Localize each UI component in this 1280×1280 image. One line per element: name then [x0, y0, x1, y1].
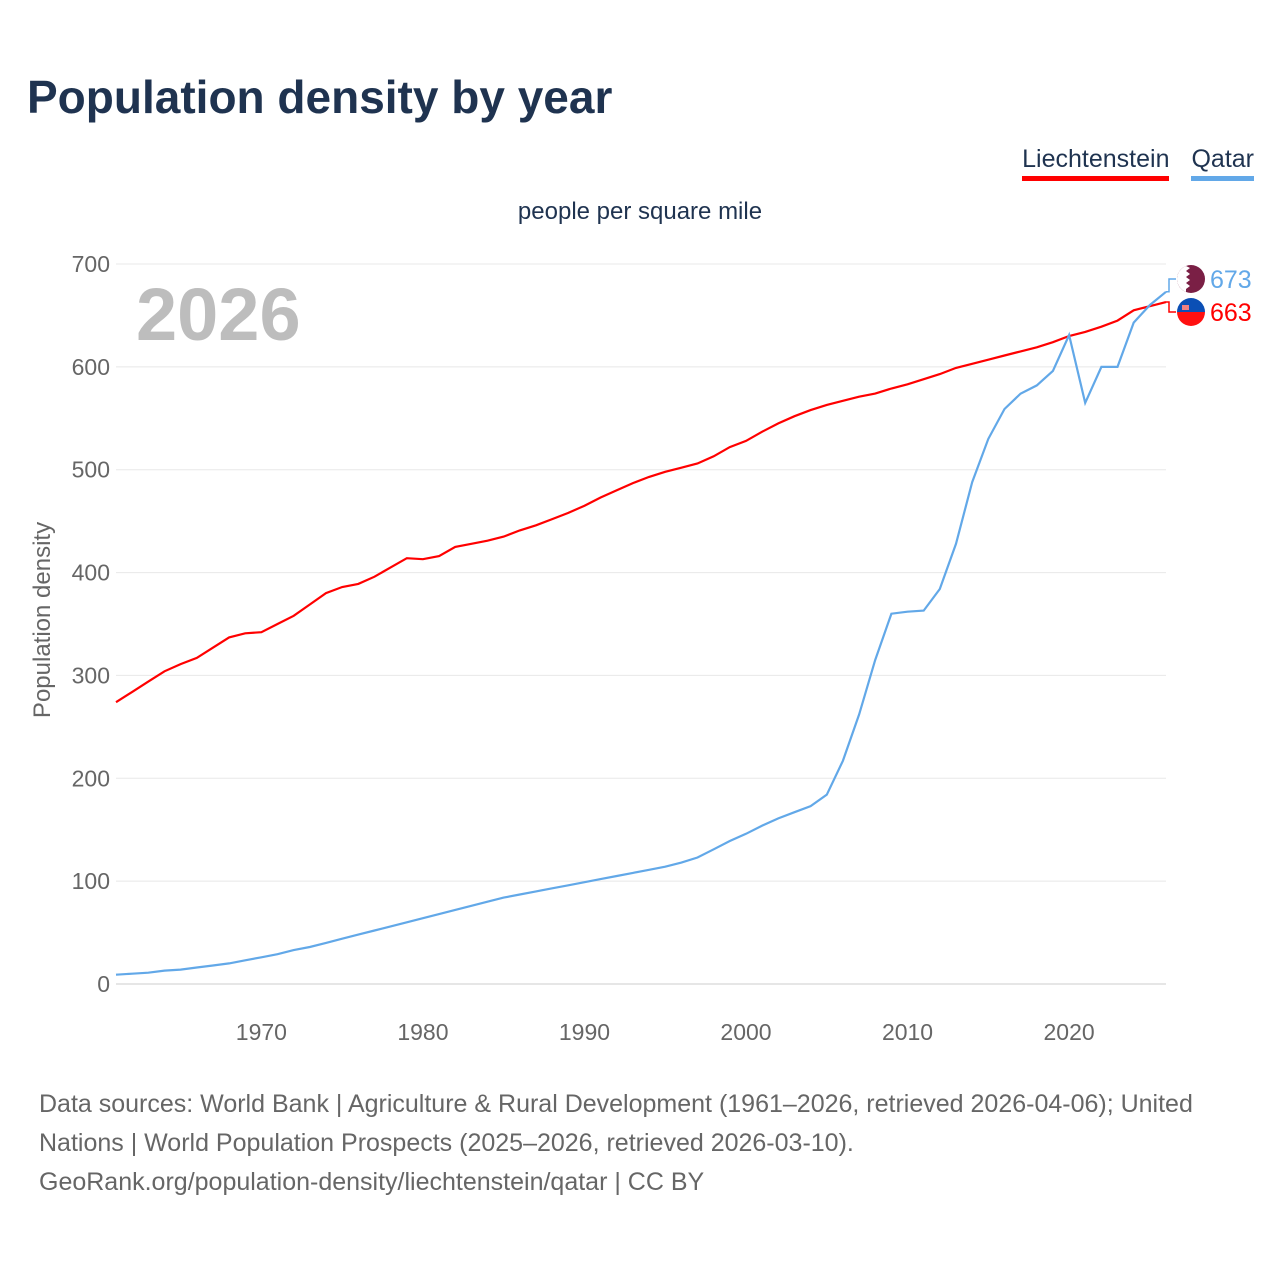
y-tick-label: 100 — [72, 868, 110, 894]
crown-icon — [1182, 305, 1189, 310]
legend-liechtenstein[interactable]: Liechtenstein — [1022, 145, 1170, 181]
end-connector — [1166, 278, 1176, 293]
end-value-label: 673 — [1210, 266, 1252, 294]
y-tick-label: 500 — [72, 457, 110, 483]
series-line-liechtenstein — [115, 301, 1167, 704]
y-tick-label: 400 — [72, 560, 110, 586]
current-year-label: 2026 — [136, 273, 301, 356]
y-tick-label: 700 — [72, 251, 110, 277]
chart-title: Population density by year — [27, 71, 613, 123]
x-tick-label: 2020 — [1043, 1019, 1094, 1045]
x-tick-label: 1980 — [397, 1019, 448, 1045]
y-axis-label: Population density — [29, 522, 56, 718]
end-connector — [1166, 301, 1176, 313]
series-line-qatar — [115, 290, 1167, 976]
y-tick-label: 200 — [72, 765, 110, 791]
y-tick-label: 600 — [72, 354, 110, 380]
liechtenstein-flag-red — [1177, 312, 1205, 326]
chart-subtitle: people per square mile — [517, 198, 763, 225]
x-tick-label: 1970 — [236, 1019, 287, 1045]
source-note: Data sources: World Bank | Agriculture &… — [39, 1085, 1249, 1202]
source-line: Data sources: World Bank | Agriculture &… — [39, 1090, 1193, 1157]
legend-qatar[interactable]: Qatar — [1191, 145, 1254, 181]
y-tick-label: 300 — [72, 662, 110, 688]
source-link[interactable]: GeoRank.org/population-density/liechtens… — [39, 1168, 705, 1196]
end-value-label: 663 — [1210, 299, 1252, 327]
x-tick-label: 1990 — [559, 1019, 610, 1045]
x-tick-label: 2010 — [882, 1019, 933, 1045]
liechtenstein-flag-icon — [1177, 298, 1205, 312]
legend: Liechtenstein Qatar — [1022, 145, 1254, 181]
qatar-flag-white — [1177, 266, 1190, 292]
y-tick-label: 0 — [97, 971, 110, 997]
x-tick-label: 2000 — [720, 1019, 771, 1045]
